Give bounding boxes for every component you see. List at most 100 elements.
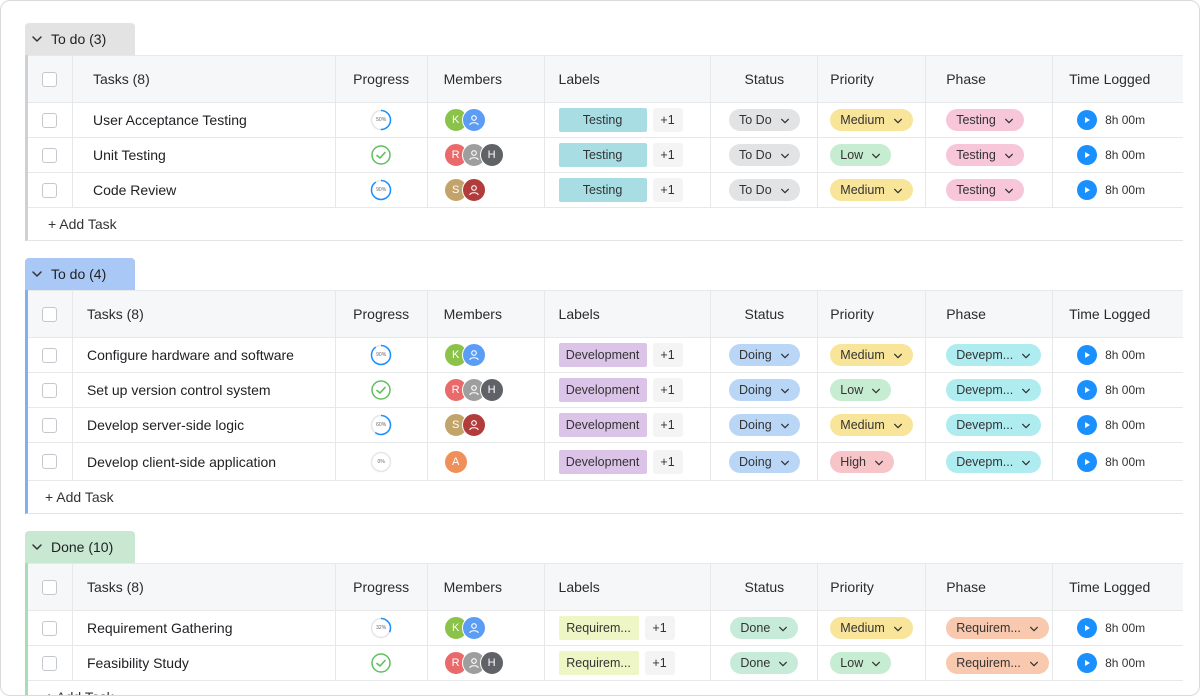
col-phase[interactable]: Phase bbox=[926, 564, 1054, 610]
task-name-cell[interactable]: Configure hardware and software bbox=[73, 338, 336, 372]
task-name-cell[interactable]: User Acceptance Testing bbox=[73, 103, 336, 137]
more-labels-badge[interactable]: +1 bbox=[644, 651, 675, 675]
row-checkbox[interactable] bbox=[42, 417, 58, 433]
members-cell[interactable]: A bbox=[428, 443, 545, 480]
avatar[interactable] bbox=[461, 108, 486, 132]
phase-dropdown[interactable]: Devepm... bbox=[946, 450, 1042, 473]
labels-cell[interactable]: Development +1 bbox=[545, 443, 712, 480]
col-time[interactable]: Time Logged bbox=[1053, 564, 1183, 610]
more-labels-badge[interactable]: +1 bbox=[652, 413, 683, 437]
play-icon[interactable] bbox=[1077, 653, 1098, 673]
avatar[interactable]: H bbox=[479, 143, 504, 167]
select-all-checkbox[interactable] bbox=[42, 306, 58, 322]
priority-dropdown[interactable]: Low bbox=[830, 379, 892, 401]
priority-dropdown[interactable]: High bbox=[830, 450, 895, 473]
member-avatars[interactable]: K bbox=[443, 616, 486, 640]
task-name-cell[interactable]: Feasibility Study bbox=[73, 646, 336, 680]
label-chip[interactable]: Development bbox=[558, 449, 647, 474]
task-name[interactable]: Requirement Gathering bbox=[86, 620, 233, 636]
label-chip[interactable]: Requirem... bbox=[558, 651, 639, 675]
col-phase[interactable]: Phase bbox=[926, 56, 1054, 102]
phase-dropdown[interactable]: Requirem... bbox=[946, 617, 1049, 639]
task-name-cell[interactable]: Set up version control system bbox=[73, 373, 336, 407]
phase-dropdown[interactable]: Testing bbox=[946, 179, 1024, 201]
more-labels-badge[interactable]: +1 bbox=[652, 108, 683, 132]
member-avatars[interactable]: K bbox=[443, 108, 486, 132]
labels-cell[interactable]: Requirem... +1 bbox=[545, 646, 712, 680]
labels-cell[interactable]: Testing +1 bbox=[545, 173, 712, 207]
avatar[interactable] bbox=[461, 178, 486, 202]
table-row[interactable]: User Acceptance Testing 50% K Testing +1 To D… bbox=[28, 103, 1183, 138]
col-time[interactable]: Time Logged bbox=[1053, 56, 1183, 102]
phase-dropdown[interactable]: Devepm... bbox=[946, 344, 1042, 366]
members-cell[interactable]: S bbox=[428, 408, 545, 442]
row-checkbox[interactable] bbox=[42, 347, 58, 363]
col-members[interactable]: Members bbox=[428, 56, 545, 102]
priority-dropdown[interactable]: Low bbox=[830, 652, 892, 674]
label-chip[interactable]: Development bbox=[558, 413, 647, 437]
col-labels[interactable]: Labels bbox=[545, 564, 712, 610]
priority-dropdown[interactable]: Medium bbox=[830, 414, 913, 436]
add-task-button[interactable]: + Add Task bbox=[28, 681, 1183, 695]
task-name[interactable]: Develop client-side application bbox=[86, 453, 277, 470]
more-labels-badge[interactable]: +1 bbox=[652, 449, 683, 474]
phase-dropdown[interactable]: Devepm... bbox=[946, 379, 1042, 401]
chevron-down-icon[interactable] bbox=[31, 33, 43, 45]
labels-cell[interactable]: Development +1 bbox=[545, 408, 712, 442]
group-header[interactable]: Done (10) bbox=[25, 531, 135, 563]
select-all-checkbox[interactable] bbox=[42, 71, 58, 87]
col-time[interactable]: Time Logged bbox=[1053, 291, 1183, 337]
status-dropdown[interactable]: To Do bbox=[729, 179, 800, 201]
label-chip[interactable]: Testing bbox=[558, 108, 647, 132]
row-checkbox[interactable] bbox=[42, 655, 58, 671]
col-progress[interactable]: Progress bbox=[336, 564, 428, 610]
avatar[interactable] bbox=[461, 616, 486, 640]
labels-cell[interactable]: Development +1 bbox=[545, 373, 712, 407]
status-dropdown[interactable]: Done bbox=[730, 652, 799, 674]
more-labels-badge[interactable]: +1 bbox=[652, 378, 683, 402]
task-name[interactable]: Configure hardware and software bbox=[86, 347, 294, 363]
phase-dropdown[interactable]: Testing bbox=[946, 144, 1024, 166]
more-labels-badge[interactable]: +1 bbox=[652, 343, 683, 367]
task-name-cell[interactable]: Develop server-side logic bbox=[73, 408, 336, 442]
row-checkbox[interactable] bbox=[42, 454, 58, 469]
group-header[interactable]: To do (3) bbox=[25, 23, 135, 55]
member-avatars[interactable]: A bbox=[443, 449, 468, 474]
labels-cell[interactable]: Development +1 bbox=[545, 338, 712, 372]
status-dropdown[interactable]: To Do bbox=[729, 109, 800, 131]
col-progress[interactable]: Progress bbox=[336, 56, 428, 102]
task-name-cell[interactable]: Unit Testing bbox=[73, 138, 336, 172]
play-icon[interactable] bbox=[1077, 451, 1098, 472]
priority-dropdown[interactable]: Medium bbox=[830, 344, 913, 366]
label-chip[interactable]: Testing bbox=[558, 143, 647, 167]
play-icon[interactable] bbox=[1077, 345, 1098, 365]
label-chip[interactable]: Testing bbox=[558, 178, 647, 202]
task-name[interactable]: Feasibility Study bbox=[86, 655, 189, 671]
table-row[interactable]: Unit Testing R H Testing +1 To Do Low Testing 8h… bbox=[28, 138, 1183, 173]
col-labels[interactable]: Labels bbox=[545, 291, 712, 337]
col-tasks[interactable]: Tasks (8) bbox=[73, 291, 336, 337]
status-dropdown[interactable]: Done bbox=[730, 617, 799, 639]
labels-cell[interactable]: Testing +1 bbox=[545, 103, 712, 137]
avatar[interactable] bbox=[461, 413, 486, 437]
add-task-button[interactable]: + Add Task bbox=[28, 208, 1183, 240]
play-icon[interactable] bbox=[1077, 110, 1098, 130]
member-avatars[interactable]: S bbox=[443, 413, 486, 437]
task-name[interactable]: Set up version control system bbox=[86, 382, 271, 398]
labels-cell[interactable]: Requirem... +1 bbox=[545, 611, 712, 645]
avatar[interactable]: H bbox=[479, 651, 504, 675]
task-name-cell[interactable]: Requirement Gathering bbox=[73, 611, 336, 645]
col-priority[interactable]: Priority bbox=[818, 564, 927, 610]
play-icon[interactable] bbox=[1077, 380, 1098, 400]
members-cell[interactable]: S bbox=[428, 173, 545, 207]
status-dropdown[interactable]: To Do bbox=[729, 144, 800, 166]
status-dropdown[interactable]: Doing bbox=[729, 414, 800, 436]
more-labels-badge[interactable]: +1 bbox=[644, 616, 675, 640]
col-members[interactable]: Members bbox=[428, 291, 545, 337]
col-labels[interactable]: Labels bbox=[545, 56, 712, 102]
row-checkbox[interactable] bbox=[42, 382, 58, 398]
